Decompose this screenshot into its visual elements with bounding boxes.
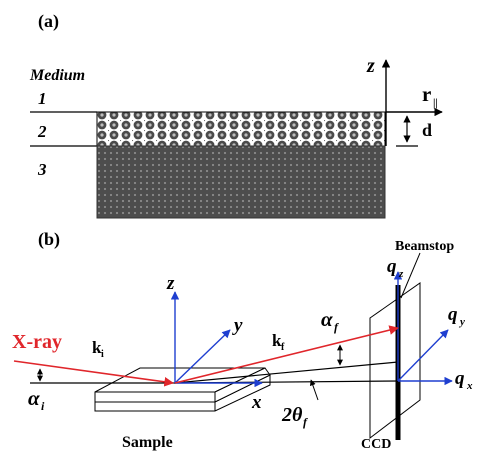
two-theta-pointer — [309, 379, 319, 401]
kf-sub: f — [281, 342, 285, 353]
qy-sub: y — [458, 316, 465, 328]
qx-label: q — [455, 368, 465, 389]
qy-axis — [397, 329, 449, 382]
panel-b-label: (b) — [38, 229, 60, 250]
sample-front-face — [94, 391, 216, 403]
incident-beam — [13, 360, 174, 387]
layer-3-label: 3 — [37, 160, 47, 179]
qz-sub: z — [398, 268, 404, 280]
two-theta-label: 2θ — [281, 404, 303, 426]
beamstop-label: Beamstop — [395, 239, 454, 254]
sample-label: Sample — [122, 434, 173, 451]
alpha-i-sub: i — [41, 399, 45, 413]
film-layer — [96, 111, 386, 147]
ccd-label: CCD — [361, 437, 391, 451]
qz-label: q — [387, 256, 397, 277]
in-plane-scatter-line — [174, 361, 399, 384]
qy-label: q — [448, 304, 458, 325]
two-theta-sub: f — [303, 415, 308, 429]
kf-label: k — [272, 331, 282, 350]
qx-sub: x — [466, 380, 473, 392]
ki-sub: i — [101, 349, 104, 360]
alpha-f-label: α — [321, 307, 333, 331]
z-label-a: z — [366, 55, 375, 77]
layer-2-label: 2 — [37, 122, 47, 141]
y-axis-b — [174, 329, 231, 384]
exit-beam — [174, 325, 399, 384]
ki-label: k — [92, 338, 102, 357]
r-sub-a: || — [433, 97, 438, 109]
xray-label: X-ray — [12, 331, 62, 353]
beamstop-pointer — [400, 252, 421, 299]
layer-1-label: 1 — [38, 89, 47, 108]
r-label-a: r — [422, 82, 431, 106]
substrate-layer — [96, 145, 386, 219]
z-label-b: z — [166, 273, 175, 294]
alpha-i-label: α — [28, 386, 40, 410]
thickness-label: d — [422, 120, 432, 140]
ccd-plane — [369, 282, 421, 440]
medium-label: Medium — [29, 67, 85, 84]
x-label-b: x — [251, 392, 262, 413]
y-label-b: y — [232, 315, 243, 336]
panel-a-label: (a) — [38, 11, 59, 32]
alpha-f-sub: f — [334, 320, 339, 334]
